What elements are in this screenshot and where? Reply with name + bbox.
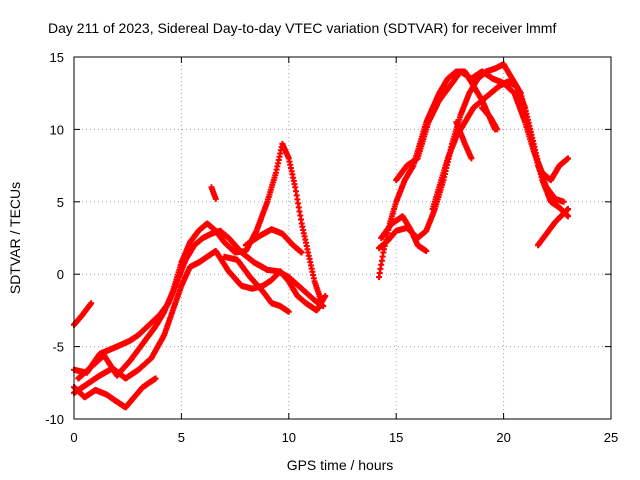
series-marks-track-k: [378, 213, 430, 254]
series-marks-track-b: [71, 227, 327, 376]
series-track-h: [242, 226, 305, 256]
x-axis-label: GPS time / hours: [287, 457, 394, 473]
series-track-m: [429, 78, 571, 220]
series-marks-track-n: [535, 206, 571, 249]
y-tick-label: -10: [45, 412, 64, 427]
series-marks-track-p: [479, 104, 501, 133]
series-track-e: [71, 375, 159, 411]
y-tick-label: -5: [52, 340, 64, 355]
data-markers: [71, 61, 571, 411]
series-marks-track-e: [71, 375, 159, 411]
x-tick-label: 25: [604, 430, 618, 445]
y-tick-label: 15: [50, 50, 64, 65]
series-marks-track-c: [75, 140, 324, 382]
x-tick-label: 5: [178, 430, 185, 445]
grid: [74, 57, 611, 419]
series-track-d: [71, 248, 329, 396]
series-track-f: [208, 184, 219, 202]
x-tick-labels: 0 5 10 15 20 25: [70, 430, 618, 445]
tick-marks: [73, 56, 612, 420]
series-marks-track-d: [71, 248, 329, 396]
chart-title: Day 211 of 2023, Sidereal Day-to-day VTE…: [48, 20, 556, 36]
series-track-b: [71, 227, 327, 376]
x-tick-label: 20: [496, 430, 510, 445]
series-track-c: [75, 140, 324, 382]
x-tick-label: 10: [282, 430, 296, 445]
x-tick-label: 15: [389, 430, 403, 445]
series-marks-track-h: [242, 226, 305, 256]
y-axis-label: SDTVAR / TECUs: [7, 182, 23, 294]
x-tick-label: 0: [70, 430, 77, 445]
y-tick-label: 10: [50, 122, 64, 137]
series-marks-track-o: [453, 119, 475, 162]
series-marks-track-l: [393, 68, 571, 184]
series-marks-track-f: [208, 184, 219, 202]
y-tick-labels: -10 -5 0 5 10 15: [45, 50, 64, 427]
y-tick-label: 0: [57, 267, 64, 282]
y-tick-label: 5: [57, 195, 64, 210]
series-track-n: [535, 206, 571, 249]
series-track-g: [221, 253, 292, 315]
series-track-l: [393, 68, 571, 184]
series-track-p: [479, 104, 501, 133]
series-marks-track-g: [221, 253, 292, 315]
series-track-o: [453, 119, 475, 162]
series-track-k: [378, 213, 430, 254]
series-marks-track-m: [429, 78, 571, 220]
plot-frame: [73, 56, 612, 420]
